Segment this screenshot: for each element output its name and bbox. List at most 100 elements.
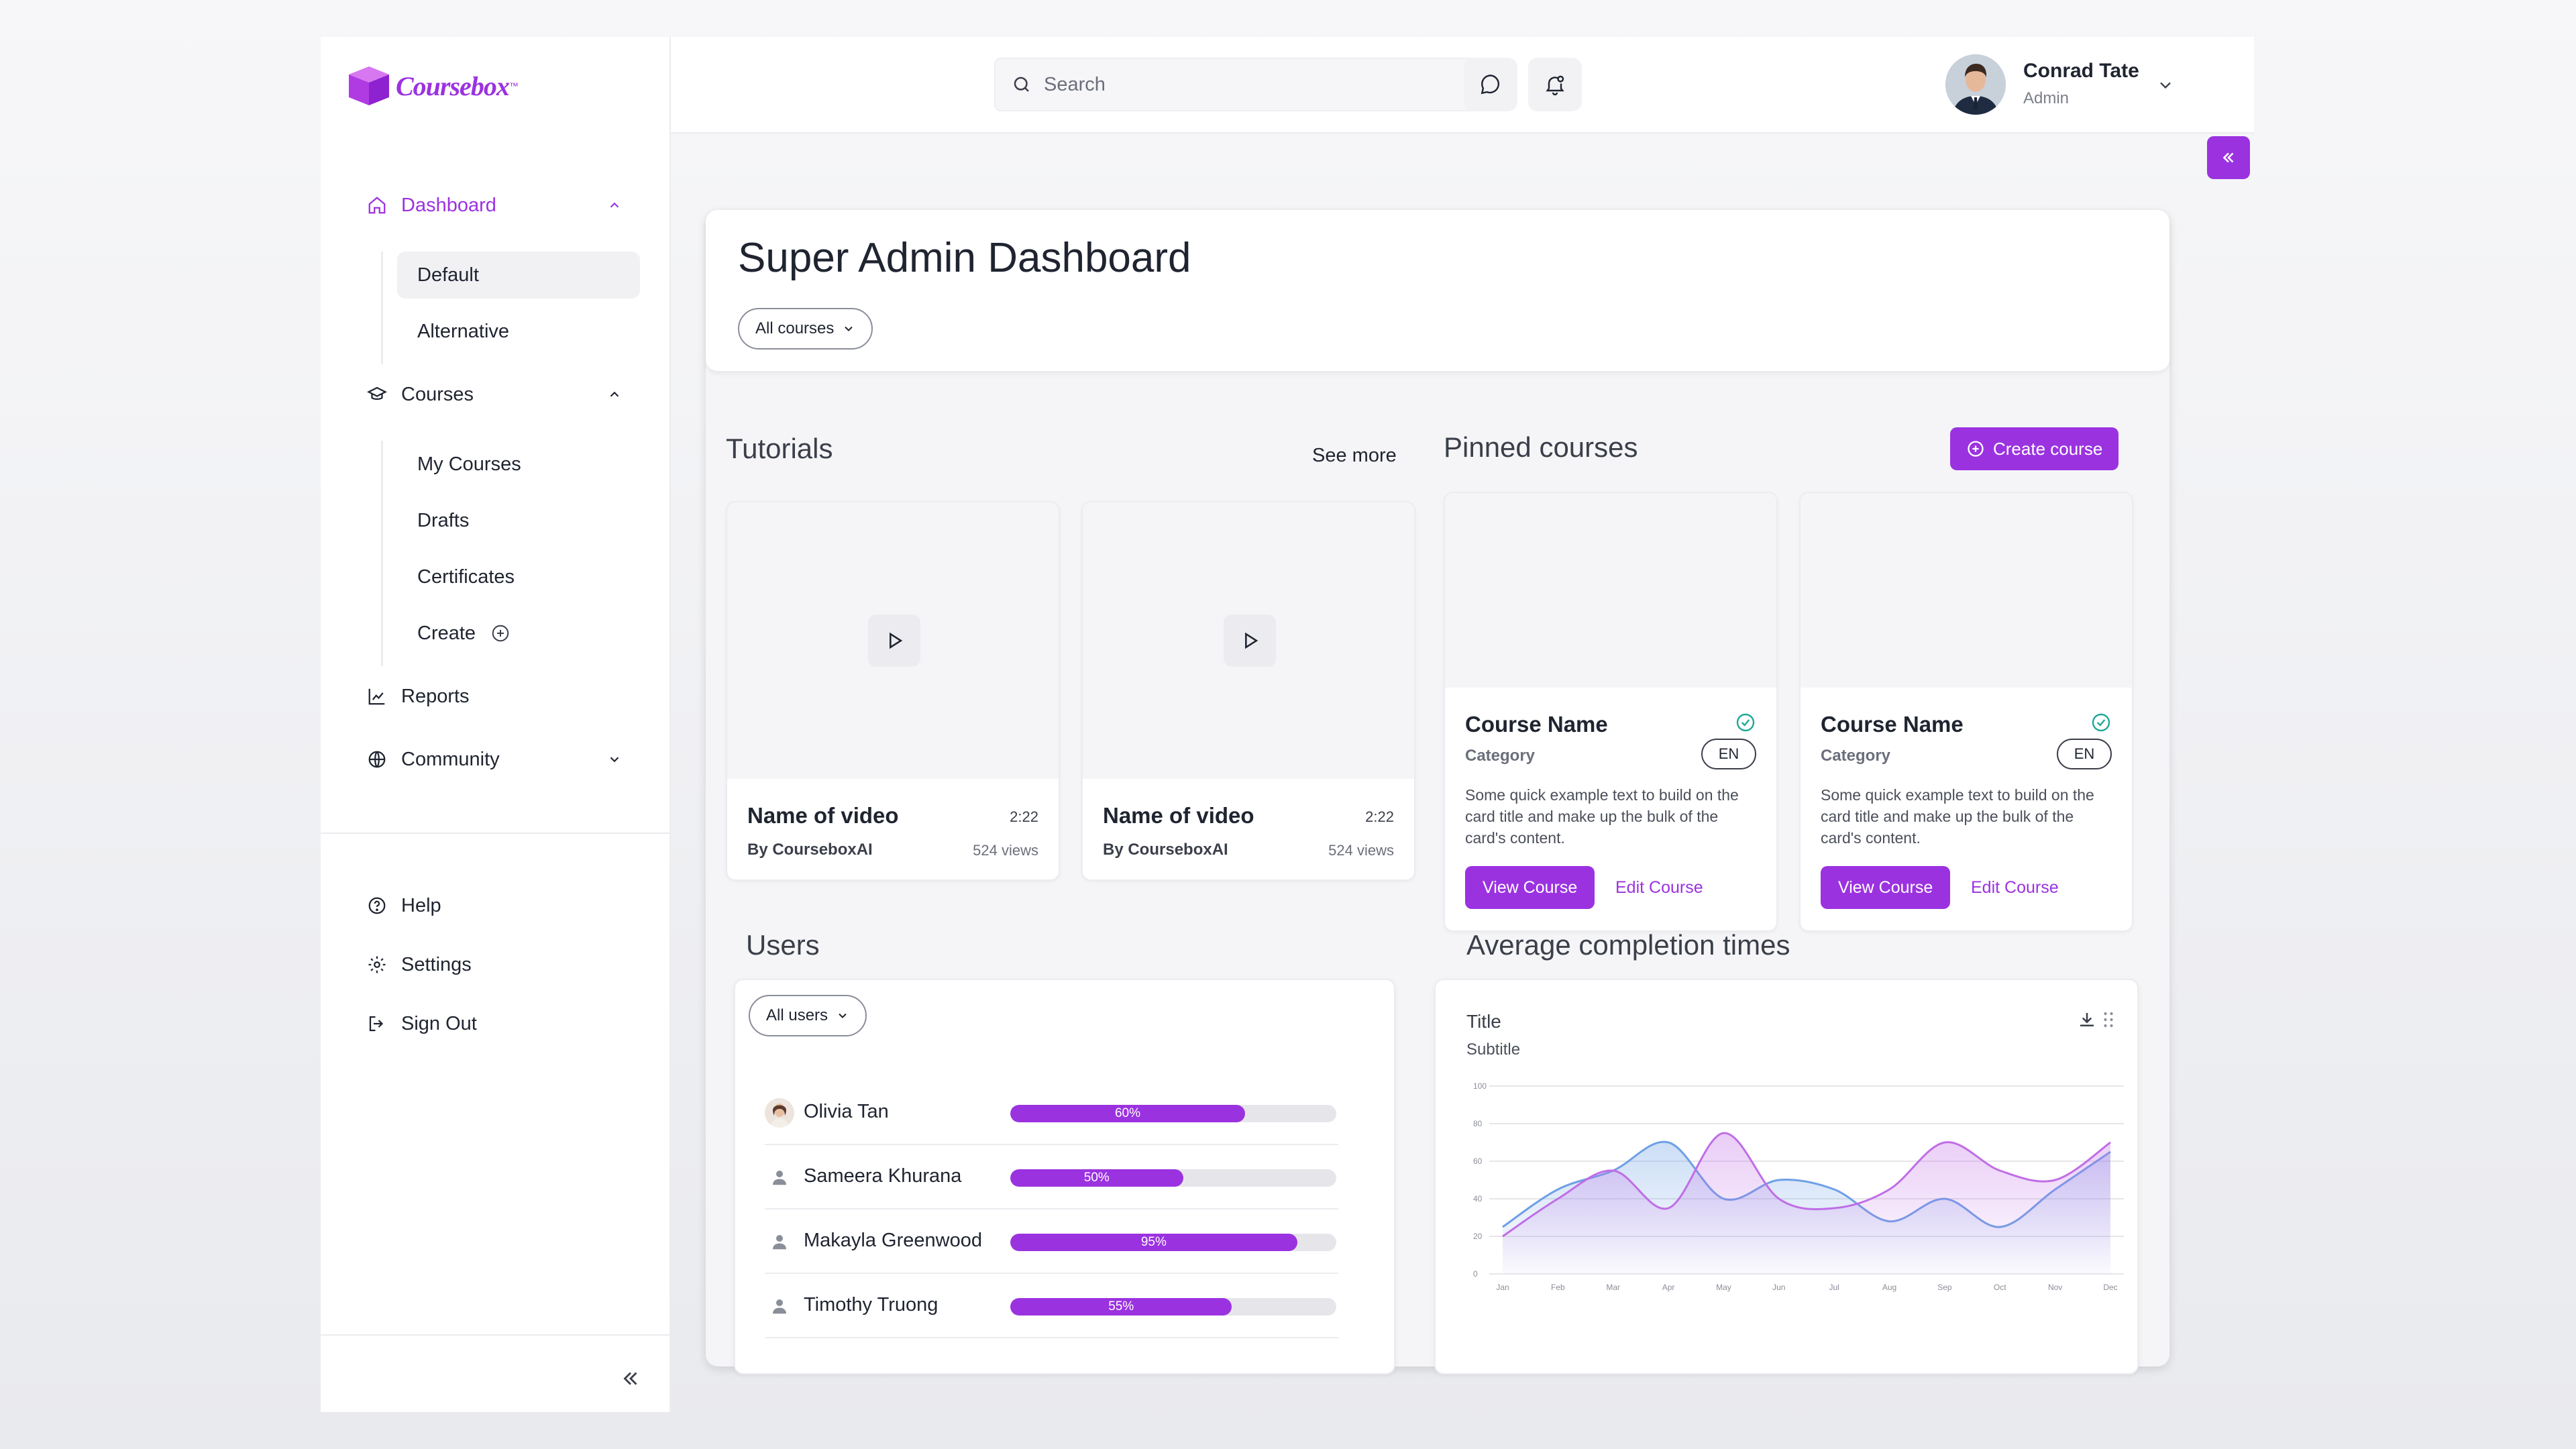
video-card[interactable]: Name of video 2:22 By CourseboxAI 524 vi… (726, 501, 1060, 881)
collapse-sidebar-icon[interactable] (617, 1365, 644, 1392)
search-input[interactable] (1044, 73, 1473, 96)
user-row[interactable]: Olivia Tan 60% (765, 1081, 1338, 1145)
chevron-up-icon[interactable] (605, 196, 624, 215)
x-tick-label: Jan (1496, 1283, 1509, 1292)
sidebar-item-dashboard[interactable]: Dashboard (366, 189, 496, 222)
sidebar-subitem-drafts[interactable]: Drafts (417, 509, 470, 531)
course-thumbnail (1801, 493, 2132, 688)
notifications-button[interactable] (1528, 58, 1582, 111)
progress-bar: 60% (1010, 1105, 1336, 1122)
brand-logo[interactable]: Coursebox ™ (346, 64, 519, 108)
drag-handle-icon[interactable] (2102, 1010, 2114, 1030)
user-row[interactable]: Makayla Greenwood 95% (765, 1210, 1338, 1274)
sign-out-icon (366, 1013, 388, 1034)
create-course-button[interactable]: Create course (1950, 427, 2119, 470)
video-duration: 2:22 (1010, 808, 1038, 825)
y-tick-label: 100 (1473, 1081, 1487, 1091)
chart-subtitle: Subtitle (1466, 1040, 1521, 1059)
course-name: Course Name (1465, 712, 1608, 737)
x-tick-label: May (1716, 1283, 1731, 1292)
video-views: 524 views (1328, 842, 1394, 859)
view-course-button[interactable]: View Course (1465, 866, 1595, 909)
page-title: Super Admin Dashboard (738, 235, 1191, 281)
user-name: Conrad Tate (2023, 60, 2139, 82)
play-button[interactable] (868, 614, 920, 667)
user-icon (765, 1227, 794, 1256)
graduation-cap-icon (366, 384, 388, 405)
view-course-button[interactable]: View Course (1821, 866, 1951, 909)
sidebar-item-help[interactable]: Help (366, 889, 441, 922)
language-badge: EN (2057, 739, 2112, 769)
edit-course-link[interactable]: Edit Course (1615, 878, 1703, 897)
x-tick-label: Nov (2048, 1283, 2062, 1292)
main-content: Super Admin Dashboard All courses Tutori… (706, 210, 2169, 1375)
users-panel: All users Olivia Tan 60% Sameera Khurana (734, 979, 1395, 1375)
help-icon (366, 895, 388, 916)
course-filter-dropdown[interactable]: All courses (738, 308, 873, 350)
y-tick-label: 20 (1473, 1232, 1483, 1241)
create-course-label: Create course (1993, 438, 2103, 459)
user-row[interactable]: Timothy Truong 55% (765, 1274, 1338, 1338)
sidebar-subitem-my-courses[interactable]: My Courses (417, 453, 521, 475)
progress-fill: 95% (1010, 1234, 1297, 1251)
chevron-down-icon (834, 322, 855, 335)
globe-icon (366, 749, 388, 770)
course-thumbnail (1445, 493, 1776, 688)
title-card: Super Admin Dashboard All courses (706, 210, 2169, 371)
users-title: Users (746, 929, 820, 961)
sidebar-item-community[interactable]: Community (366, 743, 500, 776)
search-box[interactable] (994, 58, 1491, 111)
language-badge: EN (1701, 739, 1756, 769)
progress-fill: 60% (1010, 1105, 1245, 1122)
download-icon[interactable] (2077, 1010, 2097, 1030)
users-filter-dropdown[interactable]: All users (749, 995, 867, 1036)
course-description: Some quick example text to build on the … (1465, 786, 1739, 847)
series-area (1503, 1132, 2110, 1274)
video-duration: 2:22 (1365, 808, 1394, 825)
completion-chart-panel: Title Subtitle 0 20 40 60 80 100 Jan Feb Mar Apr M… (1434, 979, 2139, 1375)
verified-check-icon (2092, 713, 2110, 732)
sidebar-subitem-certificates[interactable]: Certificates (417, 566, 515, 588)
chart-title: Title (1466, 1011, 1501, 1032)
verified-check-icon (1736, 713, 1755, 732)
sidebar-item-reports[interactable]: Reports (366, 680, 470, 713)
sidebar-item-label: Community (401, 748, 500, 770)
brand-tm: ™ (508, 80, 519, 91)
course-name: Course Name (1821, 712, 1964, 737)
play-button[interactable] (1224, 614, 1276, 667)
edit-course-link[interactable]: Edit Course (1971, 878, 2059, 897)
sidebar-item-settings[interactable]: Settings (366, 948, 472, 981)
course-description: Some quick example text to build on the … (1821, 786, 2094, 847)
chevron-down-icon[interactable] (2152, 72, 2179, 99)
y-tick-label: 0 (1473, 1269, 1478, 1279)
sidebar-item-sign-out[interactable]: Sign Out (366, 1007, 477, 1040)
video-name: Name of video (747, 803, 899, 828)
avatar[interactable] (1945, 54, 2006, 115)
sidebar: Coursebox ™ Dashboard Default Alternative… (321, 37, 671, 1412)
x-tick-label: Oct (1994, 1283, 2006, 1292)
sidebar-subitem-create[interactable]: Create (397, 610, 640, 657)
chevron-down-icon[interactable] (605, 750, 624, 769)
y-tick-label: 60 (1473, 1157, 1483, 1166)
video-card[interactable]: Name of video 2:22 By CourseboxAI 524 vi… (1081, 501, 1415, 881)
video-views: 524 views (973, 842, 1038, 859)
see-more-link[interactable]: See more (1312, 445, 1397, 466)
logo-cube-icon (346, 64, 392, 108)
sidebar-divider (321, 833, 671, 834)
search-icon (1012, 74, 1032, 95)
chevron-up-icon[interactable] (605, 385, 624, 404)
collapse-panel-button[interactable] (2207, 136, 2250, 179)
sidebar-item-courses[interactable]: Courses (366, 378, 474, 411)
messages-button[interactable] (1464, 58, 1517, 111)
x-tick-label: Aug (1882, 1283, 1896, 1292)
sidebar-subitem-alternative[interactable]: Alternative (417, 320, 510, 342)
sidebar-subitem-default[interactable]: Default (397, 252, 640, 299)
y-tick-label: 40 (1473, 1194, 1483, 1203)
user-row[interactable]: Sameera Khurana 50% (765, 1145, 1338, 1210)
pinned-courses-title: Pinned courses (1444, 431, 1638, 463)
x-tick-label: Jun (1772, 1283, 1785, 1292)
progress-fill: 55% (1010, 1298, 1232, 1316)
brand-name: Coursebox (396, 70, 510, 101)
course-category: Category (1821, 747, 1891, 765)
progress-bar: 95% (1010, 1234, 1336, 1251)
